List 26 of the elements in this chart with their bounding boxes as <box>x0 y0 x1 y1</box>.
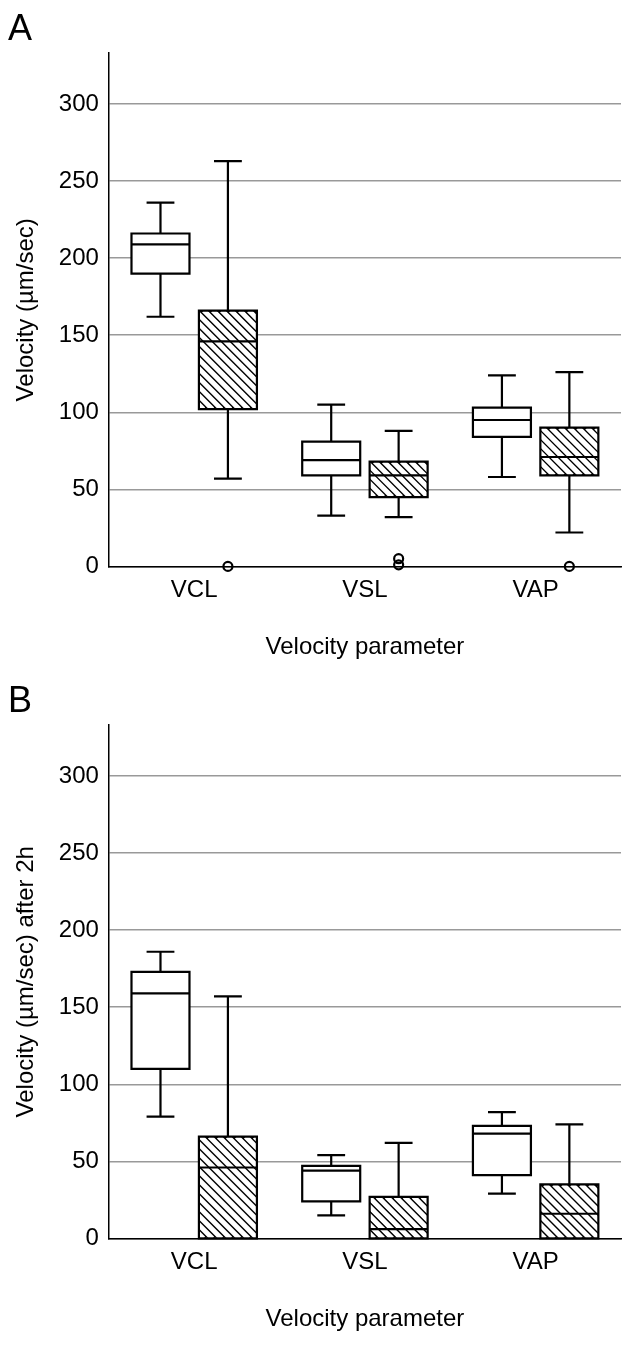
x-tick-label: VSL <box>342 575 388 603</box>
x-axis-title: Velocity parameter <box>265 632 465 660</box>
y-tick-label: 250 <box>58 165 99 193</box>
x-tick-label: VSL <box>342 1247 388 1275</box>
y-tick-label: 0 <box>85 551 99 579</box>
y-tick-label: 150 <box>58 319 99 347</box>
x-tick-label: VAP <box>512 1247 559 1275</box>
y-axis-title: Velocity (µm/sec) after 2h <box>11 846 39 1118</box>
y-tick-label: 300 <box>58 88 99 116</box>
x-tick-label: VAP <box>512 575 559 603</box>
chart-title: A <box>8 6 33 48</box>
y-tick-label: 200 <box>58 914 99 942</box>
chart-title: B <box>8 678 33 720</box>
y-axis-title: Velocity (µm/sec) <box>11 218 39 402</box>
y-tick-label: 100 <box>58 1068 99 1096</box>
y-tick-label: 100 <box>58 396 99 424</box>
y-tick-label: 200 <box>58 242 99 270</box>
x-axis-title: Velocity parameter <box>265 1304 465 1332</box>
y-tick-label: 50 <box>72 473 99 501</box>
y-tick-label: 250 <box>58 837 99 865</box>
x-tick-label: VCL <box>170 1247 218 1275</box>
y-tick-label: 50 <box>72 1145 99 1173</box>
y-tick-label: 300 <box>58 760 99 788</box>
y-tick-label: 0 <box>85 1223 99 1251</box>
y-tick-label: 150 <box>58 991 99 1019</box>
x-tick-label: VCL <box>170 575 218 603</box>
